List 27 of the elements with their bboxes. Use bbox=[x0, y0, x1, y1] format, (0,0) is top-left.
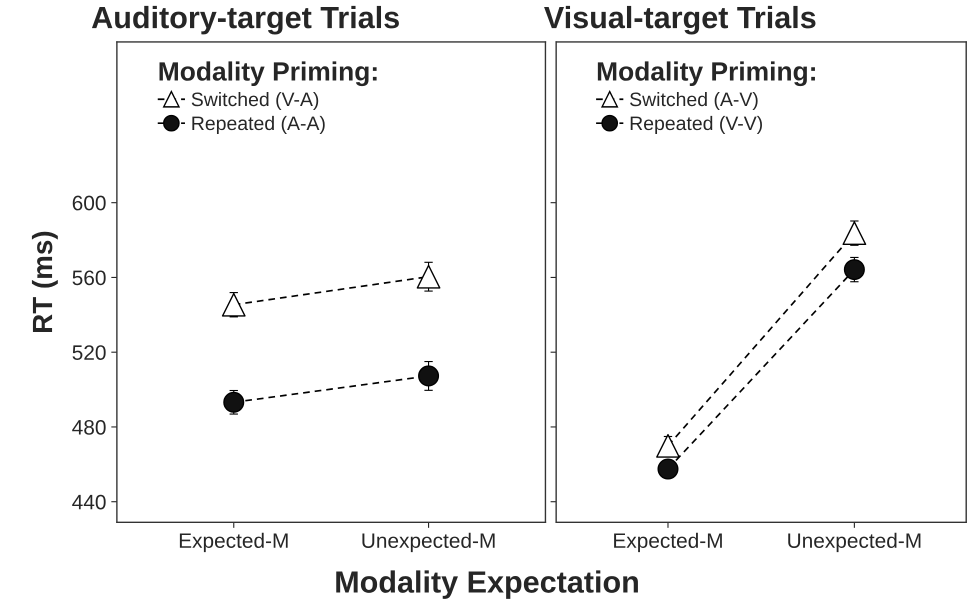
legend-label: Repeated (A-A) bbox=[192, 116, 325, 134]
x-tick-label: Unexpected-M bbox=[788, 532, 920, 552]
point bbox=[416, 264, 440, 289]
point bbox=[657, 458, 679, 480]
point bbox=[418, 365, 440, 386]
y-axis-title: RT (ms) bbox=[32, 232, 58, 332]
y-tick-label: 440 bbox=[72, 494, 106, 510]
x-axis-title: Modality Expectation bbox=[336, 570, 638, 599]
legend-title: Modality Priming: bbox=[160, 61, 377, 86]
y-tick-label: 520 bbox=[72, 345, 106, 360]
chart-title: Auditory-target Trials bbox=[92, 6, 399, 35]
y-tick-label: 560 bbox=[72, 270, 106, 286]
point bbox=[223, 392, 244, 413]
x-tick-label: Unexpected-M bbox=[362, 532, 495, 552]
point bbox=[656, 434, 680, 458]
point bbox=[222, 292, 246, 317]
y-tick-label: 480 bbox=[72, 420, 106, 435]
legend-label: Repeated (V-V) bbox=[630, 116, 762, 134]
point bbox=[842, 221, 866, 246]
chart-title: Visual-target Trials bbox=[544, 6, 816, 35]
legend-label: Switched (V-A) bbox=[192, 92, 318, 110]
y-tick-label: 600 bbox=[72, 196, 106, 210]
x-tick-label: Expected-M bbox=[614, 532, 722, 552]
point bbox=[844, 259, 865, 280]
legend-label: Switched (A-V) bbox=[630, 92, 758, 110]
x-tick-label: Expected-M bbox=[180, 532, 288, 552]
legend-title: Modality Priming: bbox=[598, 61, 815, 86]
